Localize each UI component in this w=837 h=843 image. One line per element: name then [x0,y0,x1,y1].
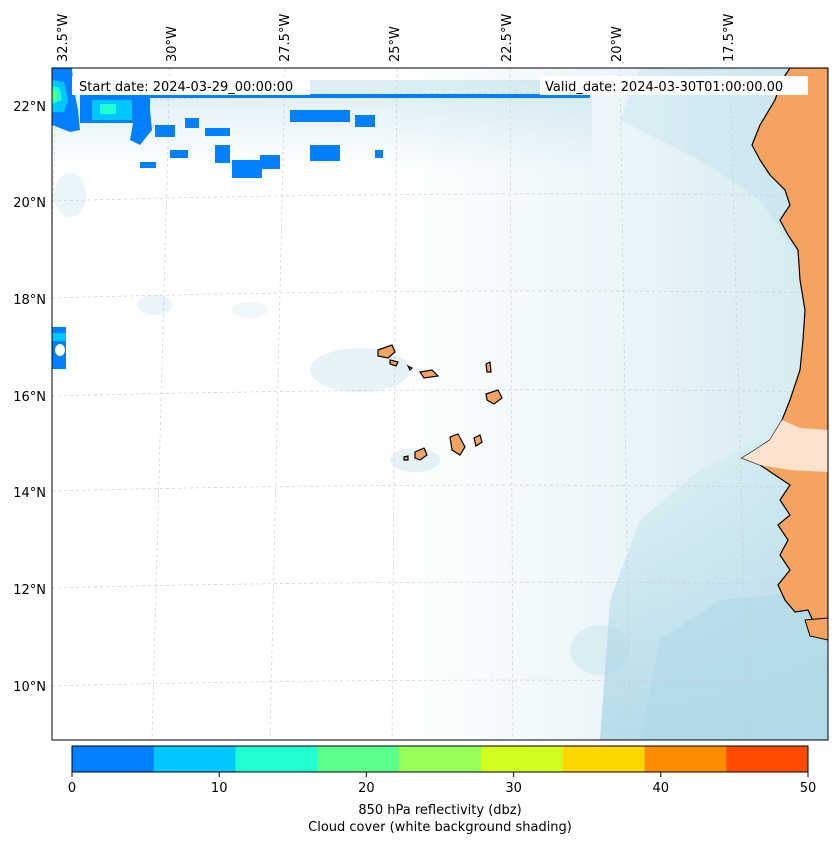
lon-label: 25°W [388,26,403,62]
lat-label: 16°N [13,390,46,405]
start-date-label: Start date: 2024-03-29_00:00:00 [79,80,293,95]
colorbar: 0 10 20 30 40 50 850 hPa reflectivity (dbz) C… [68,745,816,835]
colorbar-tick-label: 50 [800,781,817,796]
lon-label: 20°W [610,26,625,62]
coast-lighter-band [742,420,828,472]
lon-label: 30°W [165,26,180,62]
date-labels: Start date: 2024-03-29_00:00:00 Valid_da… [72,76,808,95]
cloud-cover-shading [52,68,828,740]
lon-label: 22.5°W [500,14,515,62]
lat-label: 22°N [13,100,46,115]
lat-label: 14°N [13,486,46,501]
colorbar-swatch [317,746,400,772]
lat-label: 20°N [13,196,46,211]
colorbar-swatch [644,746,727,772]
lat-label: 10°N [13,680,46,695]
cape-verde-islands [377,344,503,461]
latitude-labels: 22°N 20°N 18°N 16°N 14°N 12°N 10°N [13,100,46,695]
colorbar-tick-label: 40 [653,781,670,796]
valid-date-label: Valid_date: 2024-03-30T01:00:00.00 [545,80,783,95]
colorbar-swatch [235,746,318,772]
colorbar-tick-label: 30 [505,781,522,796]
lon-label: 27.5°W [278,14,293,62]
colorbar-swatch [153,746,237,772]
longitude-labels: 32.5°W 30°W 27.5°W 25°W 22.5°W 20°W 17.5… [56,14,737,62]
colorbar-swatch [399,746,482,772]
colorbar-swatch [72,746,155,772]
graticule [52,68,828,740]
colorbar-label: 850 hPa reflectivity (dbz) [358,803,521,818]
colorbar-tick-label: 0 [68,781,76,796]
colorbar-swatch [562,746,645,772]
colorbar-ticks: 0 10 20 30 40 50 [68,772,816,796]
map-area [52,68,828,740]
colorbar-swatch [726,746,809,772]
reflectivity-patches [52,68,590,369]
colorbar-sublabel: Cloud cover (white background shading) [308,820,572,835]
lon-label: 17.5°W [722,14,737,62]
colorbar-tick-label: 20 [358,781,375,796]
lat-label: 12°N [13,583,46,598]
lon-label: 32.5°W [56,14,71,62]
colorbar-tick-label: 10 [211,781,228,796]
colorbar-swatches [72,746,809,772]
map-frame [51,67,829,741]
lat-label: 18°N [13,293,46,308]
colorbar-frame [71,745,809,773]
colorbar-swatch [480,746,564,772]
